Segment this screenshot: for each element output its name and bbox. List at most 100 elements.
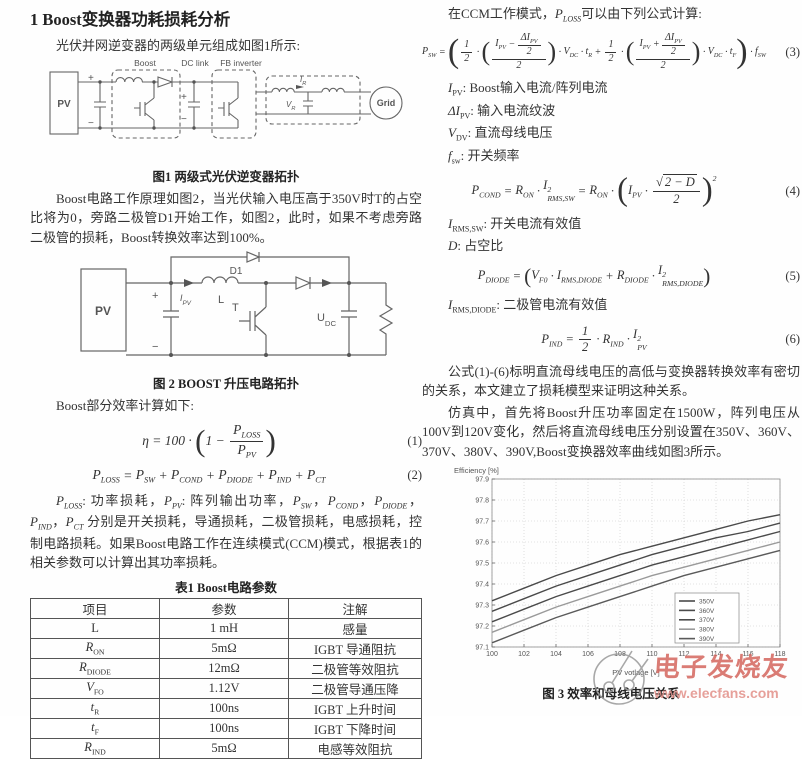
svg-text:97.6: 97.6 xyxy=(475,540,489,547)
efficiency-line-chart: 97.1 97.2 97.3 97.4 97.5 97.6 97.7 97.8 97.9 100 1… xyxy=(454,466,786,677)
fig2-label-ipv: IPV xyxy=(180,293,192,307)
col-header-item: 项目 xyxy=(29,597,161,619)
boost-diode xyxy=(157,75,174,88)
equation-6-number: (6) xyxy=(785,332,800,347)
series-370V xyxy=(491,531,781,623)
col-header-value: 参数 xyxy=(159,597,290,619)
svg-text:97.7: 97.7 xyxy=(475,519,489,526)
table-row: RDIODE 12mΩ 二极管等效阻抗 xyxy=(29,657,422,679)
equation-5-number: (5) xyxy=(785,268,800,283)
paragraph-intro: 光伏并网逆变器的两级单元组成如图1所示: xyxy=(56,38,301,53)
svg-text:370V: 370V xyxy=(699,618,715,625)
definition-vdv: VDV: 直流母线电压 xyxy=(448,125,553,143)
figure-2-caption: 图 2 BOOST 升压电路拓扑 xyxy=(153,377,299,391)
fig1-label-pv: PV xyxy=(57,99,71,110)
equation-2: PLOSS = PSW + PCOND + PDIODE + PIND + PC… xyxy=(30,467,422,485)
dc-link-capacitor xyxy=(188,81,200,128)
equation-3: PSW = (1 2 · (IPV − ΔIPV 2 2) · VDC · tR + … xyxy=(422,32,800,73)
fig1-minus-sign: − xyxy=(88,118,94,129)
fig2-minus-sign: − xyxy=(152,341,158,353)
paragraph-simulation: 仿真中，首先将Boost升压功率固定在1500W，阵列电压从100V到120V变… xyxy=(422,404,800,459)
document-page: 1 Boost变换器功耗损耗分析 光伏并网逆变器的两级单元组成如图1所示: xyxy=(29,4,800,759)
table-header-row: 项目 参数 注解 xyxy=(29,597,422,619)
svg-text:97.2: 97.2 xyxy=(475,624,489,631)
paragraph-loss-terms: PLOSS: 功率损耗，PPV: 阵列输出功率，PSW，PCOND，PDIODE… xyxy=(30,492,422,571)
definition-duty-cycle: D: 占空比 xyxy=(448,238,504,254)
boost-inductor-l xyxy=(201,276,239,284)
table-row: tF 100ns IGBT 下降时间 xyxy=(29,717,422,739)
input-capacitor xyxy=(163,283,179,355)
boost-inductor xyxy=(115,76,143,82)
filter-inductor-1 xyxy=(271,87,295,92)
svg-text:97.5: 97.5 xyxy=(475,561,489,568)
paragraph-boost-principle: Boost电路工作原理如图2，当光伏输入电压高于350V时T的占空比将为0，旁路… xyxy=(30,190,422,245)
svg-text:104: 104 xyxy=(550,651,562,658)
output-capacitor xyxy=(341,283,357,355)
equation-4-body: PCOND = RON · I 2 RMS,SW = RON · (IPV · √ 2… xyxy=(471,172,717,209)
table-row: RON 5mΩ IGBT 导通阻抗 xyxy=(29,637,422,659)
section-title: 1 Boost变换器功耗损耗分析 xyxy=(30,10,231,29)
fig2-plus-sign: + xyxy=(152,290,158,302)
paragraph-ccm: 在CCM工作模式，PLOSS可以由下列公式计算: xyxy=(448,6,702,24)
fb-inverter-box xyxy=(211,68,257,139)
svg-text:390V: 390V xyxy=(699,636,715,643)
equation-1-body: η = 100 · (1 − PLOSS PPV) xyxy=(142,421,276,460)
svg-text:97.4: 97.4 xyxy=(475,582,489,589)
pv-source-box xyxy=(80,268,127,352)
svg-text:360V: 360V xyxy=(699,608,715,615)
svg-text:112: 112 xyxy=(678,651,689,658)
table-row: VFO 1.12V 二极管导通压降 xyxy=(29,677,422,699)
series-360V xyxy=(491,522,781,613)
pv-source-box xyxy=(49,70,79,135)
output-current-arrow xyxy=(322,279,332,287)
right-column: 在CCM工作模式，PLOSS可以由下列公式计算: PSW = (1 2 · (IP… xyxy=(422,4,800,706)
fig1-dclink-plus: + xyxy=(181,92,187,103)
fb-igbt xyxy=(218,81,239,128)
svg-text:110: 110 xyxy=(646,651,657,658)
table-row: tR 100ns IGBT 上升时间 xyxy=(29,697,422,719)
fig2-label-t: T xyxy=(232,302,239,314)
svg-text:114: 114 xyxy=(710,651,721,658)
fig2-label-d1: D1 xyxy=(230,266,243,277)
svg-text:100: 100 xyxy=(486,651,498,658)
svg-text:PV votlage [V]: PV votlage [V] xyxy=(612,668,660,677)
boost-stage-box xyxy=(111,68,181,139)
output-diode xyxy=(295,276,312,290)
svg-text:97.1: 97.1 xyxy=(475,645,489,652)
svg-text:380V: 380V xyxy=(699,627,715,634)
equation-4-number: (4) xyxy=(785,183,800,198)
equation-4: PCOND = RON · I 2 RMS,SW = RON · (IPV · √ 2… xyxy=(422,174,800,207)
figure-1: Boost DC link FB inverter PV Grid + − + … xyxy=(30,58,422,185)
load-resistor xyxy=(378,283,394,355)
figure-3-caption: 图 3 效率和母线电压关系 xyxy=(542,687,680,702)
series-380V xyxy=(491,541,781,634)
left-column: 1 Boost变换器功耗损耗分析 光伏并网逆变器的两级单元组成如图1所示: xyxy=(29,4,422,759)
fig1-plus-sign: + xyxy=(88,73,94,84)
definition-ipv: IPV: Boost输入电流/阵列电流 xyxy=(448,80,608,99)
igbt-t xyxy=(239,283,267,355)
svg-text:97.3: 97.3 xyxy=(475,603,489,610)
ir-current-arrow xyxy=(296,84,304,89)
equation-1: η = 100 · (1 − PLOSS PPV) (1) xyxy=(30,422,422,461)
figure-2: PV D1 + − IPV L T UDC 图 2 BOOST 升压电路拓扑 xyxy=(30,249,422,392)
definition-irms-sw: IRMS,SW: 开关电流有效值 xyxy=(448,215,582,234)
bypass-diode-d1 xyxy=(246,251,261,263)
figure-3-chart: 97.1 97.2 97.3 97.4 97.5 97.6 97.7 97.8 97.9 100 1… xyxy=(452,465,800,682)
svg-text:97.9: 97.9 xyxy=(475,477,489,484)
fig2-label-l: L xyxy=(218,294,224,306)
figure-1-circuit: Boost DC link FB inverter PV Grid + − + … xyxy=(49,58,403,139)
fig1-label-dclink: DC link xyxy=(181,58,209,68)
filter-inductor-2 xyxy=(321,87,345,92)
definition-fsw: fsw: 开关频率 xyxy=(448,147,520,166)
fig2-label-pv: PV xyxy=(95,304,111,318)
table-1-title: 表1 Boost电路参数 xyxy=(175,580,277,595)
svg-text:350V: 350V xyxy=(699,599,715,606)
svg-text:108: 108 xyxy=(614,651,626,658)
svg-text:118: 118 xyxy=(774,651,785,658)
